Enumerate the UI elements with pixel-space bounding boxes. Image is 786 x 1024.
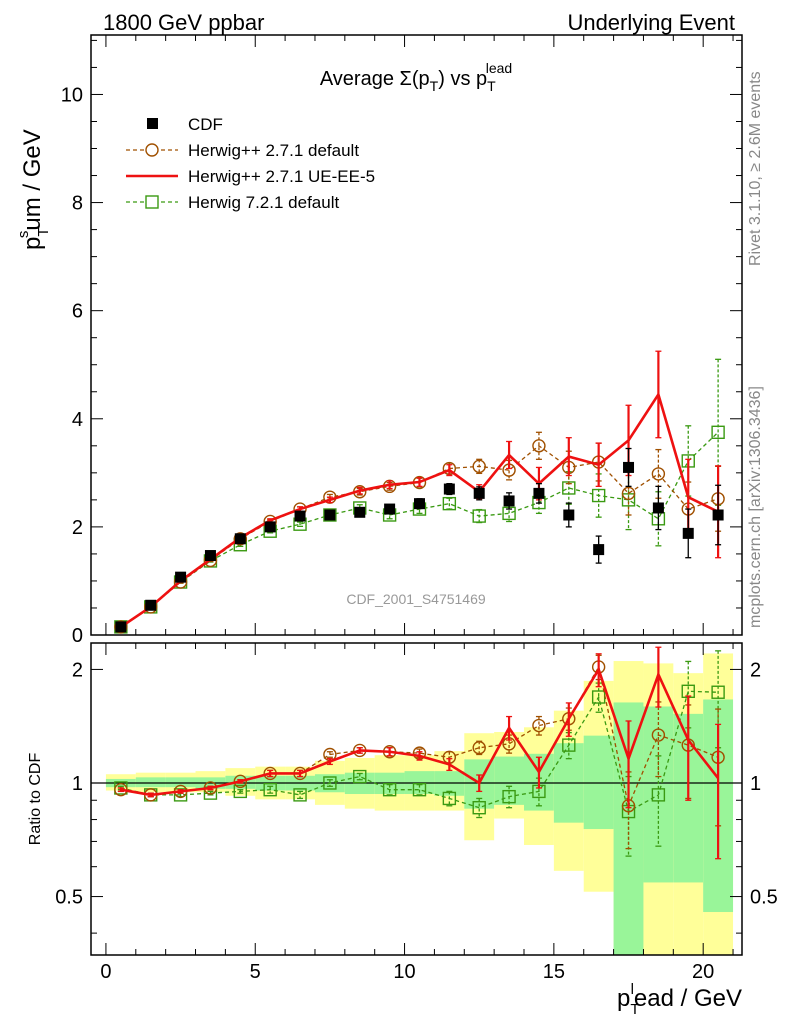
mcplots-label: mcplots.cern.ch [arXiv:1306.3436]	[747, 386, 764, 628]
main-y-tick-label: 2	[72, 517, 83, 539]
main-point-cdf	[264, 521, 276, 533]
ratio-y-tick-label-right: 1	[750, 773, 761, 795]
ratio-ylabel: Ratio to CDF	[27, 753, 44, 846]
main-frame	[90, 34, 743, 636]
main-point-circle	[233, 532, 248, 546]
ratio-y-tick-label-left: 0.5	[55, 887, 83, 909]
main-point-cdf	[354, 506, 366, 518]
main-point-cdf	[682, 527, 694, 539]
main-point-cdf	[413, 498, 425, 510]
main-point-circle	[532, 439, 546, 453]
main-point-cdf	[324, 509, 336, 521]
ratio-point-square	[293, 788, 307, 802]
band-green	[135, 777, 166, 788]
main-point-cdf	[593, 544, 605, 556]
ratio-point-square	[382, 782, 397, 797]
legend-herwig72-marker	[145, 195, 159, 209]
header-right: Underlying Event	[567, 10, 735, 35]
main-series	[114, 350, 725, 634]
legend-herwig72-label: Herwig 7.2.1 default	[188, 193, 339, 212]
main-point-cdf	[115, 621, 127, 633]
ratio-point-square	[442, 791, 457, 806]
main-point-cdf	[533, 487, 545, 499]
ratio-point-square	[412, 782, 427, 797]
ratio-point-square	[233, 784, 248, 799]
ratio-point-circle	[651, 728, 666, 742]
main-y-tick-label: 0	[72, 625, 83, 647]
main-point-square	[711, 425, 725, 439]
ratio-point-circle	[532, 718, 546, 733]
main-point-square	[591, 488, 606, 503]
main-point-cdf	[384, 503, 396, 515]
legend-herwig-ue-label: Herwig++ 2.7.1 UE-EE-5	[188, 167, 375, 186]
band-green	[165, 777, 196, 788]
plot-title: Average Σ(pT) vs pTlead	[320, 60, 512, 94]
svg-text:pTsum / GeV: pTsum / GeV	[15, 129, 52, 250]
band-green	[583, 735, 614, 830]
ratio-series	[114, 646, 725, 860]
ratio-point-square	[353, 769, 367, 784]
axes: 0 5 10 15 20 0 2 4 6 8 10 0.5 0.5 1 1 2 2	[55, 34, 778, 983]
legend-herwig-default-marker	[145, 143, 159, 157]
main-point-circle	[114, 620, 128, 634]
legend-cdf-label: CDF	[188, 115, 223, 134]
main-point-square	[323, 508, 337, 522]
main-point-cdf	[473, 487, 485, 499]
ratio-point-circle	[472, 741, 486, 755]
analysis-watermark: CDF_2001_S4751469	[346, 591, 486, 607]
main-point-circle	[472, 459, 486, 474]
main-point-cdf	[443, 483, 455, 495]
ratio-point-square	[323, 776, 337, 790]
x-tick-label: 0	[100, 961, 111, 983]
ratio-y-tick-label-left: 2	[72, 659, 83, 681]
main-y-tick-label: 8	[72, 193, 83, 215]
ratio-point-square	[711, 685, 725, 699]
main-point-cdf	[652, 502, 664, 514]
x-tick-label: 10	[393, 961, 415, 983]
legend-cdf-marker	[147, 118, 158, 129]
main-point-cdf	[712, 509, 724, 521]
ratio-y-tick-label-right: 2	[750, 659, 761, 681]
main-point-square	[442, 496, 457, 511]
main-point-cdf	[294, 510, 306, 522]
main-point-square	[472, 509, 486, 523]
main-point-circle	[651, 467, 666, 481]
ratio-frame	[90, 642, 743, 956]
ratio-line-open-square	[120, 690, 719, 813]
rivet-label: Rivet 3.1.10, ≥ 2.6M events	[747, 71, 764, 266]
x-tick-label: 15	[543, 961, 565, 983]
ratio-point-square	[263, 782, 277, 797]
main-point-cdf	[175, 571, 187, 583]
legend: CDF Herwig++ 2.7.1 default Herwig++ 2.7.…	[126, 115, 375, 212]
main-point-cdf	[234, 533, 246, 545]
ratio-y-tick-label-right: 0.5	[750, 887, 778, 909]
main-point-cdf	[563, 509, 575, 521]
ratio-point-square	[651, 788, 666, 802]
main-point-cdf	[204, 550, 216, 562]
main-y-tick-label: 4	[72, 409, 83, 431]
xlabel: pTlead / GeV	[617, 981, 742, 1018]
ratio-point-square	[562, 738, 576, 752]
main-point-circle	[621, 486, 636, 501]
legend-herwig-default-label: Herwig++ 2.7.1 default	[188, 141, 359, 160]
main-point-cdf	[503, 495, 515, 507]
ratio-point-square	[502, 789, 516, 804]
ratio-y-tick-label-left: 1	[72, 773, 83, 795]
ratio-bands	[105, 653, 734, 955]
main-ylabel: pTsum / GeV	[15, 129, 52, 250]
ratio-point-square	[173, 788, 188, 802]
main-y-tick-label: 10	[61, 84, 83, 106]
x-tick-label: 20	[692, 961, 714, 983]
main-point-cdf	[145, 599, 157, 611]
main-y-tick-label: 6	[72, 301, 83, 323]
main-point-cdf	[623, 461, 635, 473]
header-left: 1800 GeV ppbar	[103, 10, 264, 35]
x-tick-label: 5	[250, 961, 261, 983]
ratio-point-square	[472, 801, 486, 815]
